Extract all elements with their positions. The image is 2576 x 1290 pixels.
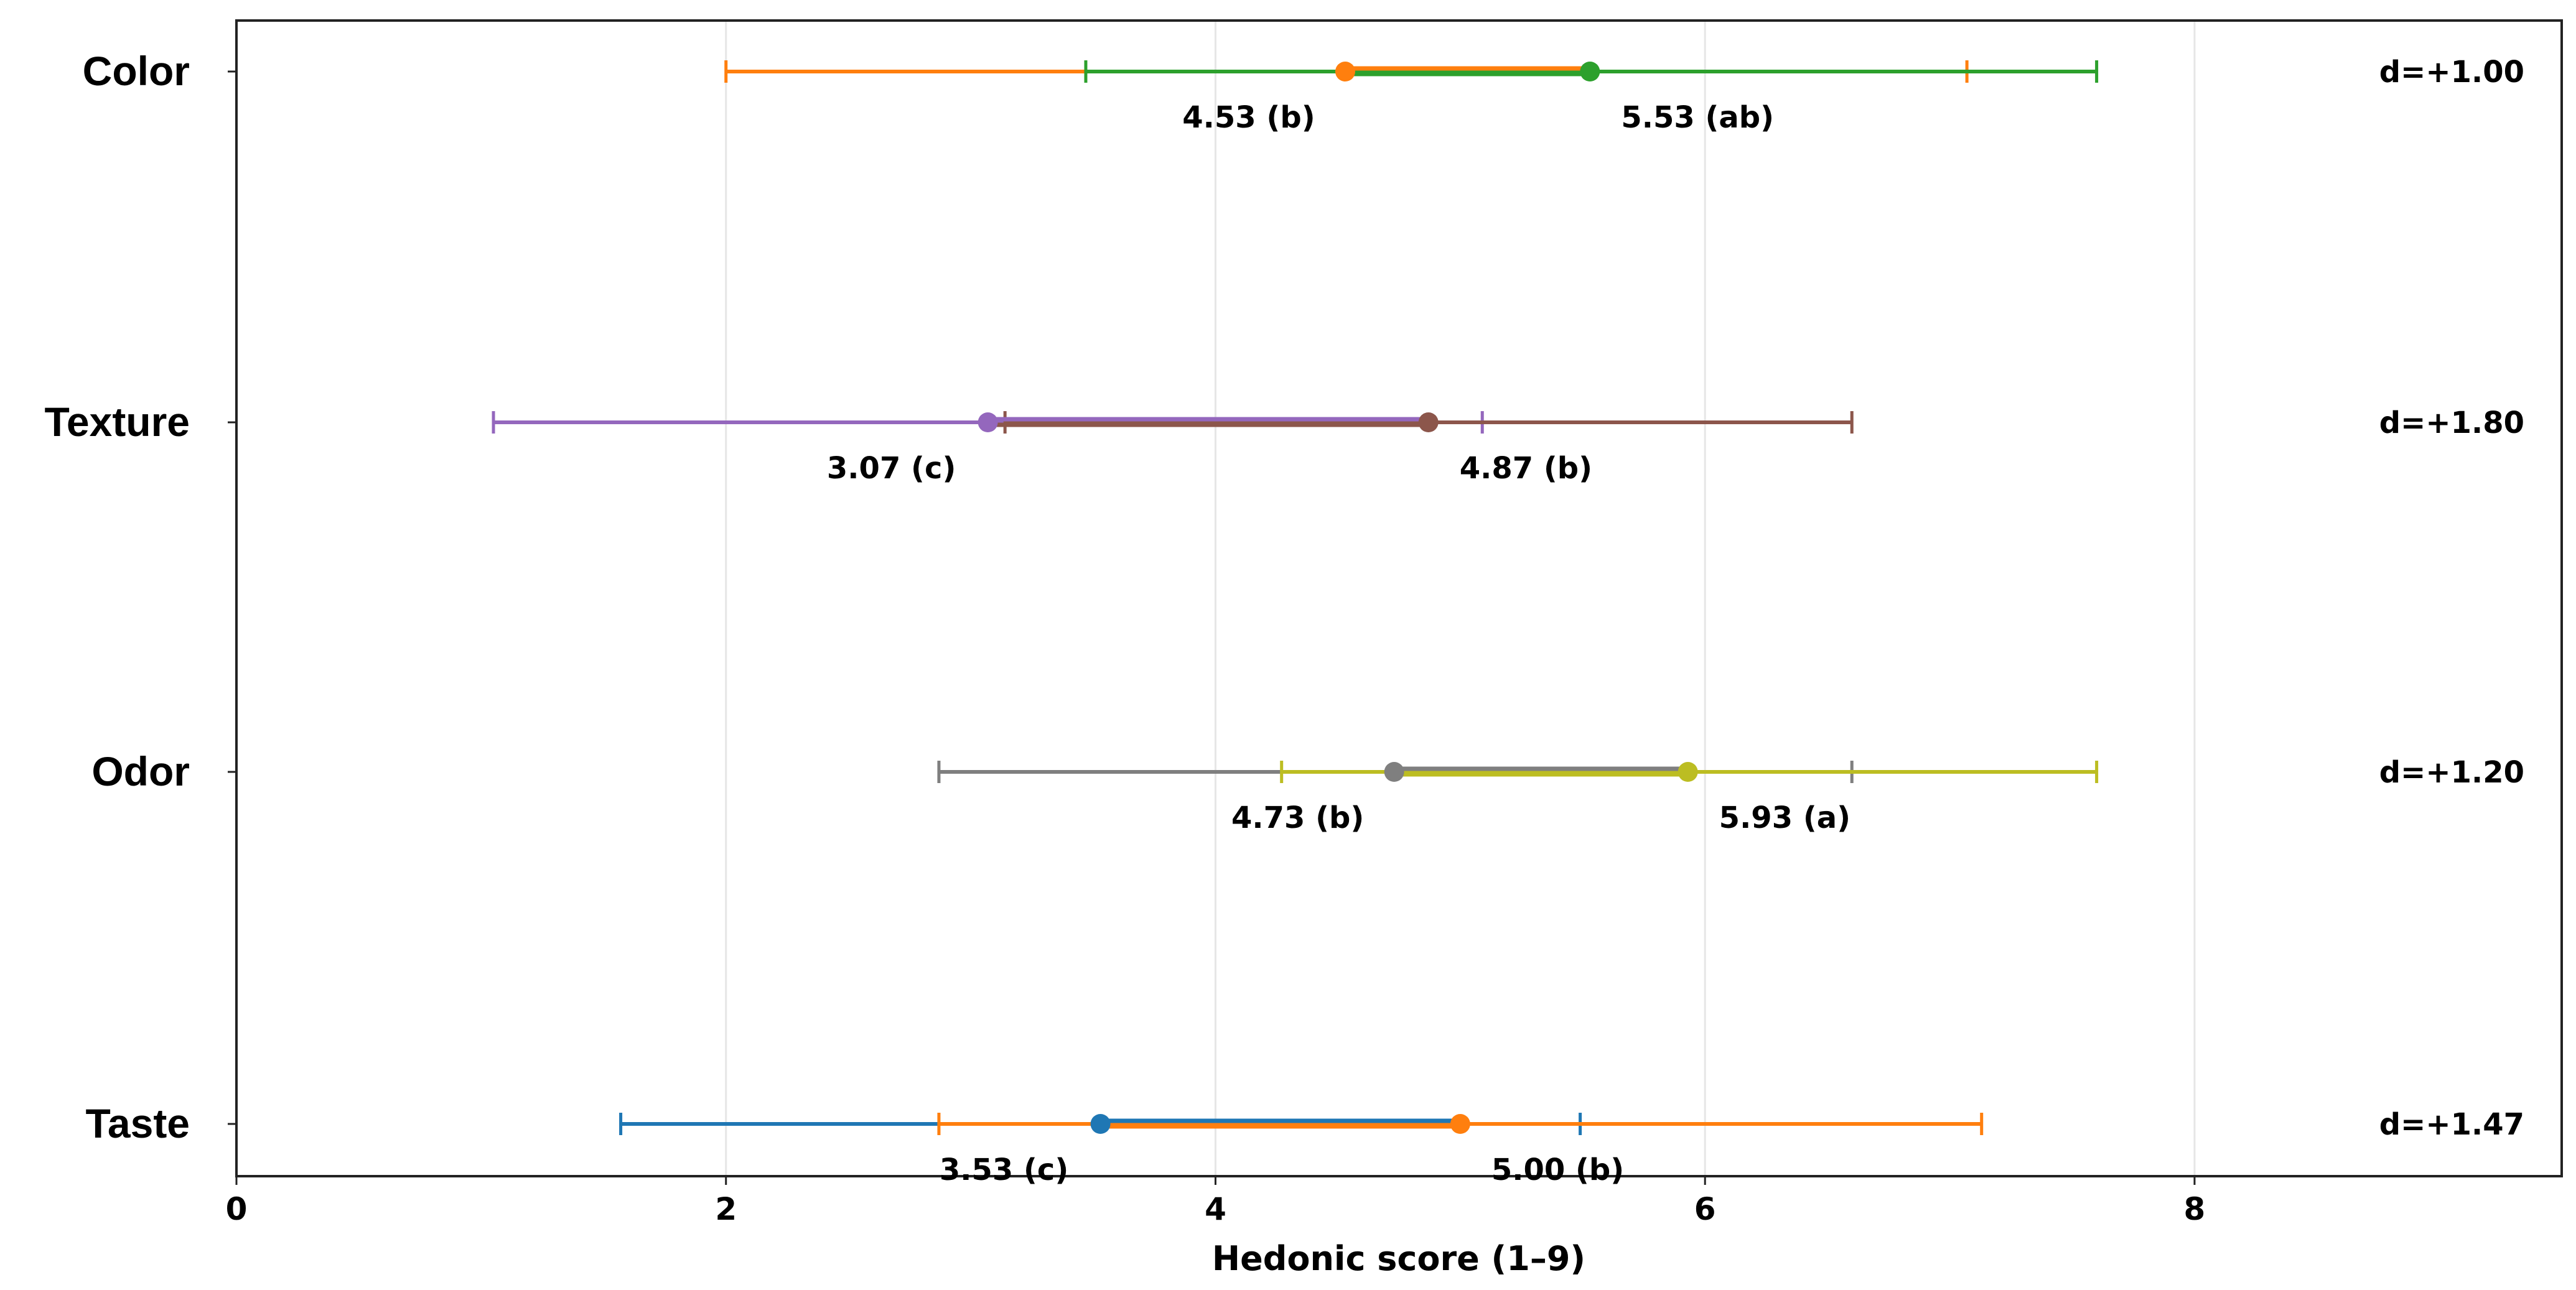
x-tick-label: 2 (715, 1191, 737, 1227)
value-label: 5.93 (a) (1719, 800, 1850, 835)
value-label: 4.73 (b) (1231, 800, 1364, 835)
grid-layer (725, 21, 2196, 1176)
mean-point (1580, 62, 1600, 81)
mean-point (1090, 1114, 1111, 1134)
mean-point (1450, 1114, 1470, 1134)
category-label: Texture (44, 399, 190, 445)
value-label: 3.07 (c) (827, 451, 956, 486)
category-label: Odor (91, 748, 190, 794)
x-tick-label: 8 (2184, 1191, 2206, 1227)
mean-point (1678, 762, 1698, 782)
value-label: 4.87 (b) (1460, 451, 1592, 486)
marks-layer: 4.53 (b) 5.53 (ab) d=+1.00 3.07 (c) 4.87 (b)… (492, 55, 2524, 1187)
mean-point (1384, 762, 1404, 782)
value-label: 5.00 (b) (1491, 1153, 1624, 1187)
mean-point (978, 412, 998, 432)
x-tick-label: 0 (226, 1191, 248, 1227)
effect-size-label: d=+1.80 (2379, 406, 2524, 440)
mean-point (1335, 62, 1355, 81)
effect-size-label: d=+1.00 (2379, 55, 2524, 90)
effect-size-label: d=+1.47 (2379, 1107, 2524, 1142)
value-label: 5.53 (ab) (1621, 100, 1774, 135)
plot-frame (235, 19, 2563, 1177)
category-label: Taste (85, 1100, 190, 1146)
category-label: Color (83, 48, 190, 94)
row-odor: 4.73 (b) 5.93 (a) d=+1.20 (937, 755, 2524, 835)
x-tick-label: 6 (1694, 1191, 1716, 1227)
row-taste: 3.53 (c) 5.00 (b) d=+1.47 (619, 1107, 2524, 1187)
x-axis-label: Hedonic score (1–9) (1212, 1239, 1585, 1278)
value-label: 4.53 (b) (1182, 100, 1315, 135)
x-axis: 0 2 4 6 8 Color Texture Odor Taste (44, 48, 2205, 1227)
row-texture: 3.07 (c) 4.87 (b) d=+1.80 (492, 406, 2524, 486)
mean-point (1418, 412, 1439, 432)
value-label: 3.53 (c) (940, 1153, 1068, 1187)
effect-size-label: d=+1.20 (2379, 755, 2524, 790)
x-tick-label: 4 (1205, 1191, 1226, 1227)
row-color: 4.53 (b) 5.53 (ab) d=+1.00 (724, 55, 2524, 135)
